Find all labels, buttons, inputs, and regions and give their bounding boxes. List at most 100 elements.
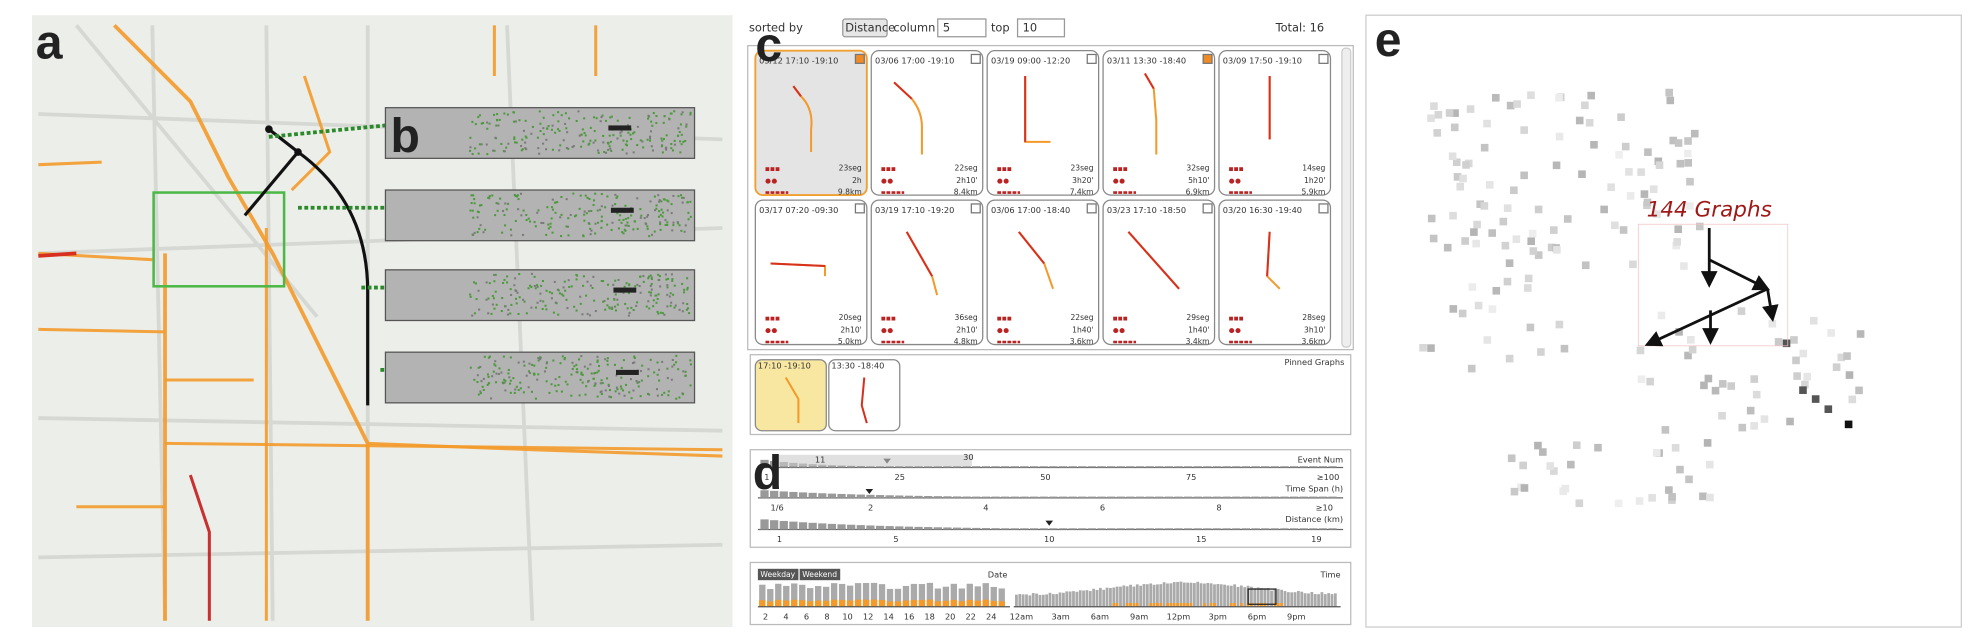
graph-card[interactable] [870,199,984,346]
graph-point[interactable] [1686,177,1694,186]
graph-point[interactable] [1433,129,1442,137]
graph-point[interactable] [1661,426,1670,434]
graph-point[interactable] [1675,328,1683,336]
graph-point[interactable] [1676,159,1685,168]
graph-point[interactable] [1537,348,1545,356]
toggle-button[interactable] [799,568,841,581]
graph-point[interactable] [1629,260,1637,269]
graph-point[interactable] [1575,499,1584,508]
graph-point[interactable] [1718,411,1726,420]
graph-point[interactable] [1561,484,1570,493]
graph-point[interactable] [1585,118,1594,127]
graph-point[interactable] [1792,356,1800,365]
graph-card[interactable] [1218,199,1332,346]
graph-point[interactable] [1555,132,1564,141]
graph-point[interactable] [1546,462,1555,470]
graph-card[interactable] [754,199,868,346]
graph-point[interactable] [1600,205,1608,214]
graph-point[interactable] [1811,395,1820,403]
graph-point[interactable] [1480,202,1489,210]
graph-point[interactable] [1680,262,1688,270]
graph-point[interactable] [1685,475,1693,484]
graph-point[interactable] [1705,460,1714,469]
graph-point[interactable] [1665,88,1673,97]
graph-point[interactable] [1843,352,1851,360]
graph-point[interactable] [1499,217,1508,226]
graph-point[interactable] [1594,443,1602,452]
graph-point[interactable] [1451,109,1459,117]
graph-point[interactable] [1419,343,1427,352]
graph-point[interactable] [1527,91,1535,99]
graph-point[interactable] [1648,494,1656,502]
graph-point[interactable] [1640,190,1649,198]
graph-point[interactable] [1657,311,1666,320]
graph-point[interactable] [1505,259,1514,267]
graph-card[interactable] [870,50,984,196]
graph-point[interactable] [1671,443,1680,452]
checkbox[interactable] [970,53,981,64]
graph-point[interactable] [1738,423,1747,432]
graph-point[interactable] [1510,487,1519,496]
graph-point[interactable] [1711,386,1720,395]
graph-point[interactable] [1845,371,1854,379]
graph-point[interactable] [1686,336,1695,344]
graph-point[interactable] [1534,205,1543,214]
graph-point[interactable] [1520,484,1529,492]
graph-point[interactable] [1646,377,1654,386]
graph-point[interactable] [1786,417,1794,426]
graph-point[interactable] [1448,152,1457,161]
graph-point[interactable] [1837,353,1846,362]
graph-card[interactable] [1102,50,1216,196]
graph-point[interactable] [1527,237,1536,246]
graph-point[interactable] [1555,93,1563,102]
pinned-card[interactable] [754,359,827,432]
graph-point[interactable] [1672,241,1680,250]
graph-point[interactable] [1793,372,1801,380]
graph-point[interactable] [1578,170,1586,178]
graph-point[interactable] [1655,161,1664,169]
graph-point[interactable] [1699,492,1707,501]
checkbox[interactable] [1318,203,1329,214]
graph-point[interactable] [1844,420,1853,429]
graph-point[interactable] [1848,395,1857,404]
graph-point[interactable] [1607,183,1615,191]
graph-point[interactable] [1503,277,1512,286]
graph-point[interactable] [1555,320,1564,329]
graph-point[interactable] [1617,113,1625,121]
graph-point[interactable] [1653,210,1661,218]
graph-point[interactable] [1856,330,1865,338]
graph-point[interactable] [1472,239,1480,248]
graph-point[interactable] [1456,182,1465,191]
graph-point[interactable] [1483,119,1491,128]
graph-point[interactable] [1621,142,1630,151]
graph-card[interactable] [986,199,1100,346]
graph-point[interactable] [1706,493,1714,502]
graph-point[interactable] [1809,316,1818,325]
graph-point[interactable] [1470,228,1478,236]
graph-point[interactable] [1488,305,1497,313]
graph-point[interactable] [1674,225,1683,234]
graph-point[interactable] [1563,215,1572,223]
filter-range[interactable] [775,454,972,467]
graph-point[interactable] [1674,139,1683,147]
graph-point[interactable] [1652,449,1661,457]
graph-point[interactable] [1700,381,1708,390]
graph-point[interactable] [1523,284,1532,292]
graph-point[interactable] [1553,246,1561,254]
graph-point[interactable] [1453,173,1462,181]
graph-point[interactable] [1450,123,1459,132]
graph-point[interactable] [1636,346,1645,355]
graph-point[interactable] [1637,375,1646,384]
graph-point[interactable] [1615,151,1623,159]
graph-point[interactable] [1703,439,1712,447]
graph-point[interactable] [1688,345,1697,354]
toggle-button[interactable] [757,568,799,581]
graph-point[interactable] [1752,390,1761,399]
graph-point[interactable] [1534,441,1542,450]
graph-point[interactable] [1695,222,1704,231]
graph-point[interactable] [1684,149,1692,158]
graph-point[interactable] [1684,159,1692,167]
graph-point[interactable] [1704,374,1713,383]
checkbox[interactable] [854,53,865,64]
graph-point[interactable] [1643,198,1652,207]
